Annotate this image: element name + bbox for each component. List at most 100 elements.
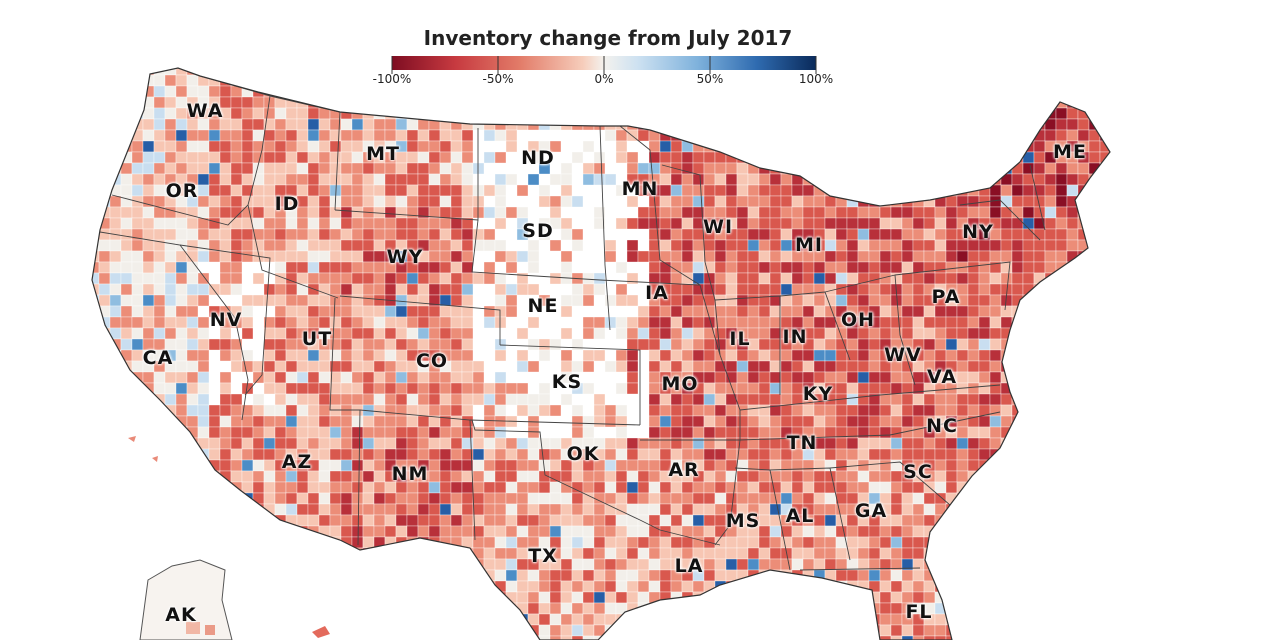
- county-cell: [945, 624, 958, 637]
- county-cell: [736, 261, 749, 274]
- county-cell: [494, 338, 507, 351]
- state-label-ut: UT: [301, 328, 333, 350]
- county-cell: [285, 393, 298, 406]
- county-cell: [483, 514, 496, 527]
- county-cell: [615, 437, 628, 450]
- county-cell: [791, 294, 804, 307]
- county-cell: [637, 206, 650, 219]
- county-cell: [912, 294, 925, 307]
- county-cell: [92, 151, 100, 164]
- county-cell: [516, 481, 529, 494]
- county-cell: [274, 503, 287, 516]
- county-cell: [527, 393, 540, 406]
- county-cell: [98, 591, 111, 604]
- county-cell: [329, 382, 342, 395]
- county-cell: [681, 349, 694, 362]
- county-cell: [527, 580, 540, 593]
- county-cell: [120, 217, 133, 230]
- county-cell: [1066, 503, 1079, 516]
- county-cell: [681, 206, 694, 219]
- county-cell: [285, 140, 298, 153]
- county-cell: [1099, 492, 1110, 505]
- county-cell: [769, 184, 782, 197]
- county-cell: [153, 459, 166, 472]
- county-cell: [593, 536, 606, 549]
- county-cell: [813, 569, 826, 582]
- county-cell: [901, 415, 914, 428]
- county-cell: [703, 239, 716, 252]
- county-cell: [791, 195, 804, 208]
- county-cell: [967, 382, 980, 395]
- county-cell: [274, 635, 287, 640]
- county-cell: [769, 602, 782, 615]
- county-cell: [813, 195, 826, 208]
- county-cell: [153, 316, 166, 329]
- county-cell: [1088, 250, 1101, 263]
- county-cell: [285, 250, 298, 263]
- county-cell: [571, 492, 584, 505]
- county-cell: [725, 415, 738, 428]
- county-cell: [604, 470, 617, 483]
- county-cell: [791, 206, 804, 219]
- county-cell: [1077, 448, 1090, 461]
- county-cell: [439, 382, 452, 395]
- county-cell: [868, 613, 881, 626]
- county-cell: [92, 118, 100, 131]
- county-cell: [1022, 85, 1035, 98]
- county-cell: [945, 481, 958, 494]
- county-cell: [450, 294, 463, 307]
- county-cell: [142, 426, 155, 439]
- county-cell: [978, 140, 991, 153]
- county-cell: [890, 503, 903, 516]
- county-cell: [120, 470, 133, 483]
- county-cell: [1011, 371, 1024, 384]
- county-cell: [615, 327, 628, 340]
- county-cell: [307, 162, 320, 175]
- county-cell: [384, 382, 397, 395]
- county-cell: [626, 217, 639, 230]
- county-cell: [153, 437, 166, 450]
- county-cell: [780, 173, 793, 186]
- county-cell: [98, 294, 111, 307]
- county-cell: [945, 151, 958, 164]
- county-cell: [505, 129, 518, 142]
- county-cell: [296, 173, 309, 186]
- county-cell: [274, 569, 287, 582]
- county-cell: [120, 349, 133, 362]
- county-cell: [219, 140, 232, 153]
- county-cell: [109, 393, 122, 406]
- county-cell: [307, 613, 320, 626]
- county-cell: [703, 118, 716, 131]
- county-cell: [967, 635, 980, 640]
- county-cell: [439, 283, 452, 296]
- county-cell: [439, 635, 452, 640]
- county-cell: [494, 437, 507, 450]
- county-cell: [362, 272, 375, 285]
- county-cell: [373, 173, 386, 186]
- county-cell: [120, 338, 133, 351]
- county-cell: [725, 613, 738, 626]
- county-cell: [307, 261, 320, 274]
- county-cell: [109, 514, 122, 527]
- county-cell: [208, 195, 221, 208]
- county-cell: [483, 184, 496, 197]
- county-cell: [846, 393, 859, 406]
- county-cell: [263, 591, 276, 604]
- county-cell: [241, 173, 254, 186]
- county-cell: [626, 107, 639, 120]
- county-cell: [131, 613, 144, 626]
- county-cell: [1066, 228, 1079, 241]
- county-cell: [901, 162, 914, 175]
- county-cell: [659, 404, 672, 417]
- county-cell: [1099, 481, 1110, 494]
- county-cell: [153, 162, 166, 175]
- county-cell: [571, 558, 584, 571]
- county-cell: [197, 85, 210, 98]
- county-cell: [912, 371, 925, 384]
- county-cell: [351, 481, 364, 494]
- county-cell: [153, 536, 166, 549]
- county-cell: [230, 415, 243, 428]
- county-cell: [384, 415, 397, 428]
- county-cell: [956, 68, 969, 76]
- county-cell: [989, 129, 1002, 142]
